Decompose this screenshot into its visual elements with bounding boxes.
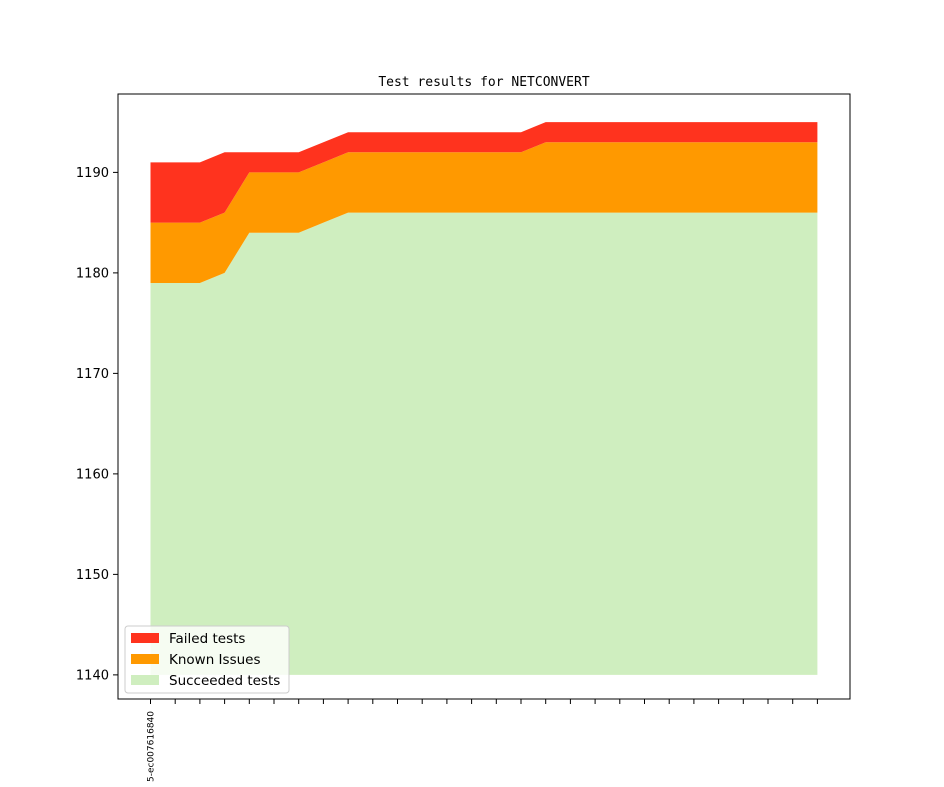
- y-tick-label: 1170: [76, 367, 109, 382]
- legend-swatch: [131, 654, 159, 664]
- x-axis: 5-ec007616840: [147, 699, 818, 782]
- y-tick-label: 1160: [76, 467, 109, 482]
- legend: Failed tests Known Issues Succeeded tests: [124, 625, 290, 694]
- legend-label: Failed tests: [169, 631, 245, 647]
- legend-swatch: [131, 633, 159, 643]
- y-axis: 1140 1150 1160 1170 1180 1190: [76, 166, 118, 683]
- legend-label: Known Issues: [169, 652, 261, 668]
- area-known-issues: [150, 142, 818, 283]
- axes-frame: [117, 93, 851, 700]
- y-tick-label: 1180: [76, 266, 109, 281]
- area-succeeded-tests: [150, 212, 818, 675]
- plot-area: [117, 93, 851, 700]
- legend-label: Succeeded tests: [169, 673, 280, 689]
- legend-swatch: [131, 675, 159, 685]
- y-tick-label: 1140: [76, 668, 109, 683]
- chart-title: Test results for NETCONVERT: [378, 75, 589, 90]
- legend-box: [124, 625, 290, 694]
- y-tick-label: 1150: [76, 568, 109, 583]
- y-tick-label: 1190: [76, 166, 109, 181]
- area-failed-tests: [150, 122, 818, 223]
- x-tick-label: 5-ec007616840: [147, 711, 157, 782]
